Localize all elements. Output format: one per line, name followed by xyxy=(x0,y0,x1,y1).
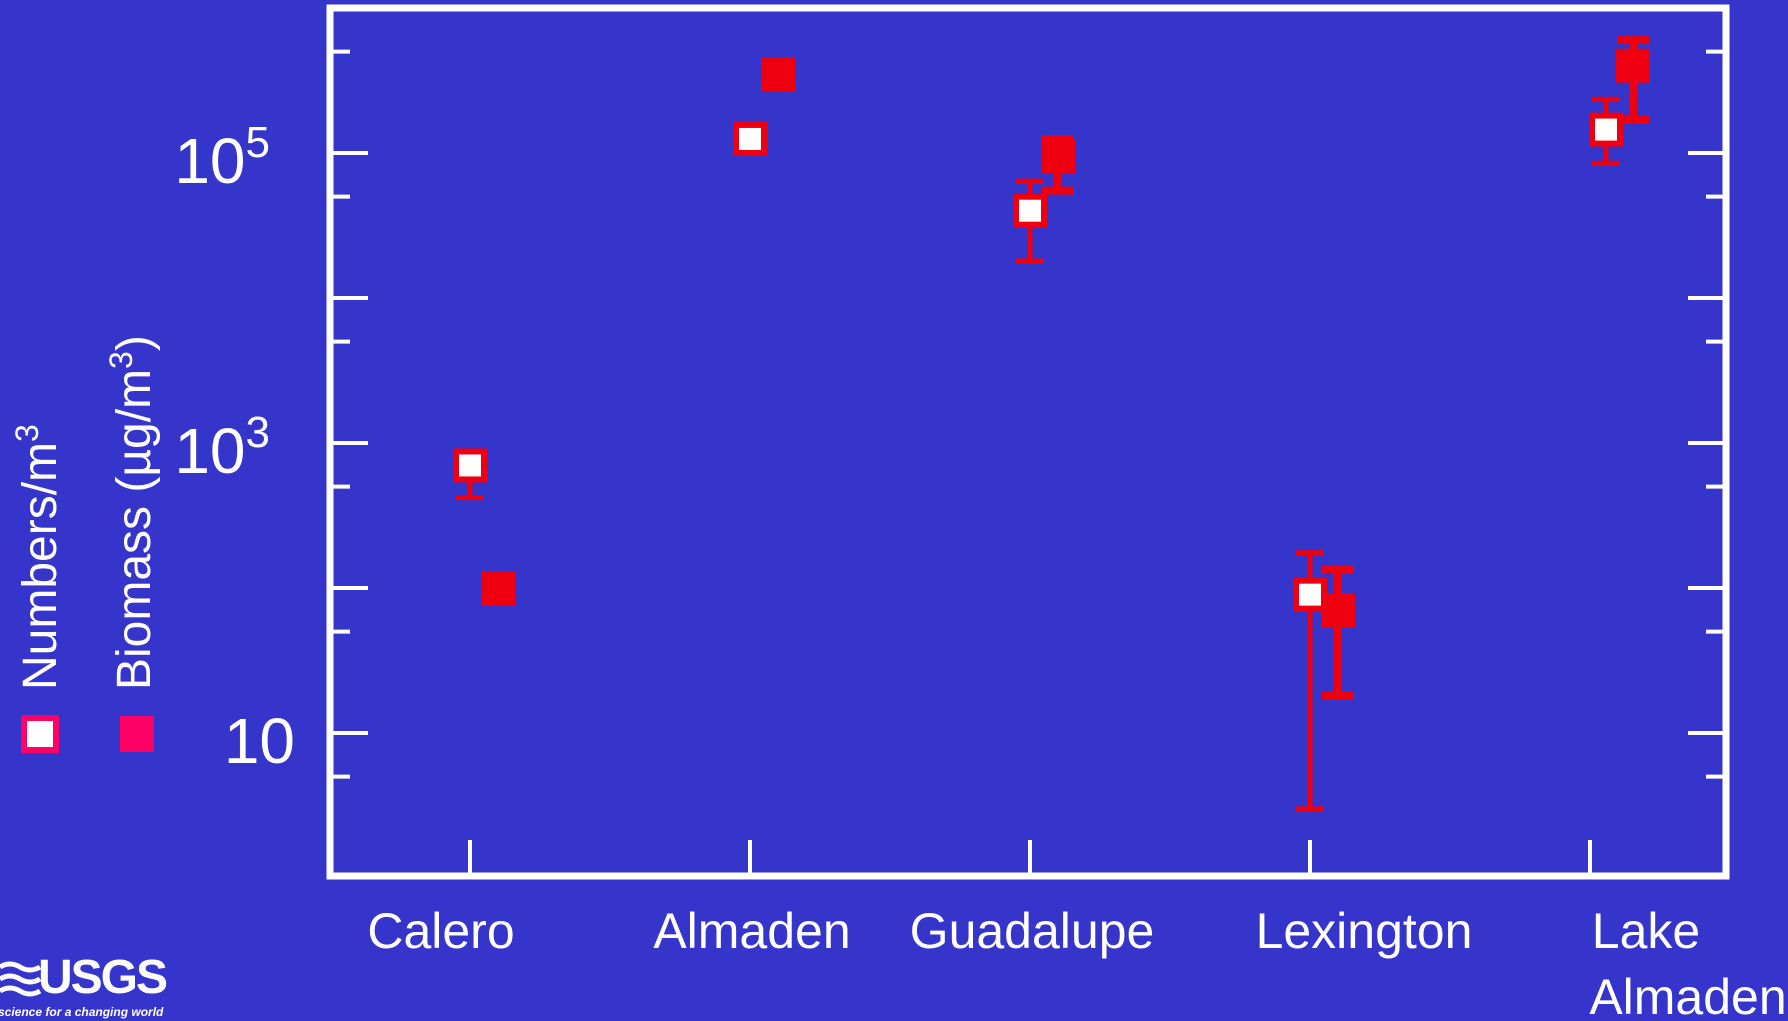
biomass-marker xyxy=(1321,593,1355,628)
x-tick-label-line2: Almaden xyxy=(1589,969,1786,1021)
usgs-logo-text: USGS xyxy=(38,951,168,1004)
legend-numbers-marker xyxy=(21,715,59,753)
biomass-marker xyxy=(1616,48,1650,83)
y-tick-label: 10 xyxy=(224,705,295,777)
biomass-marker xyxy=(761,57,795,92)
usgs-wave-icon xyxy=(0,961,42,997)
numbers-marker xyxy=(1589,112,1623,147)
numbers-marker xyxy=(1013,193,1047,228)
x-tick-label: Lake xyxy=(1592,903,1700,959)
numbers-marker xyxy=(1293,577,1327,612)
y-tick-label: 103 xyxy=(174,408,270,487)
biomass-marker xyxy=(481,571,515,605)
y-tick-label: 105 xyxy=(174,118,270,197)
x-tick-label: Lexington xyxy=(1256,903,1473,959)
legend-biomass-marker xyxy=(120,716,154,752)
legend-biomass-label: Biomass (µg/m3) xyxy=(103,335,161,690)
usgs-tagline: science for a changing world xyxy=(0,1005,164,1019)
legend-numbers-label: Numbers/m3 xyxy=(9,424,67,690)
numbers-marker xyxy=(453,448,487,483)
biomass-marker xyxy=(1041,139,1075,174)
numbers-marker xyxy=(733,121,767,156)
x-tick-label: Guadalupe xyxy=(910,903,1155,959)
x-tick-label: Almaden xyxy=(653,903,850,959)
plot-frame xyxy=(326,4,1730,880)
x-tick-label: Calero xyxy=(367,903,514,959)
